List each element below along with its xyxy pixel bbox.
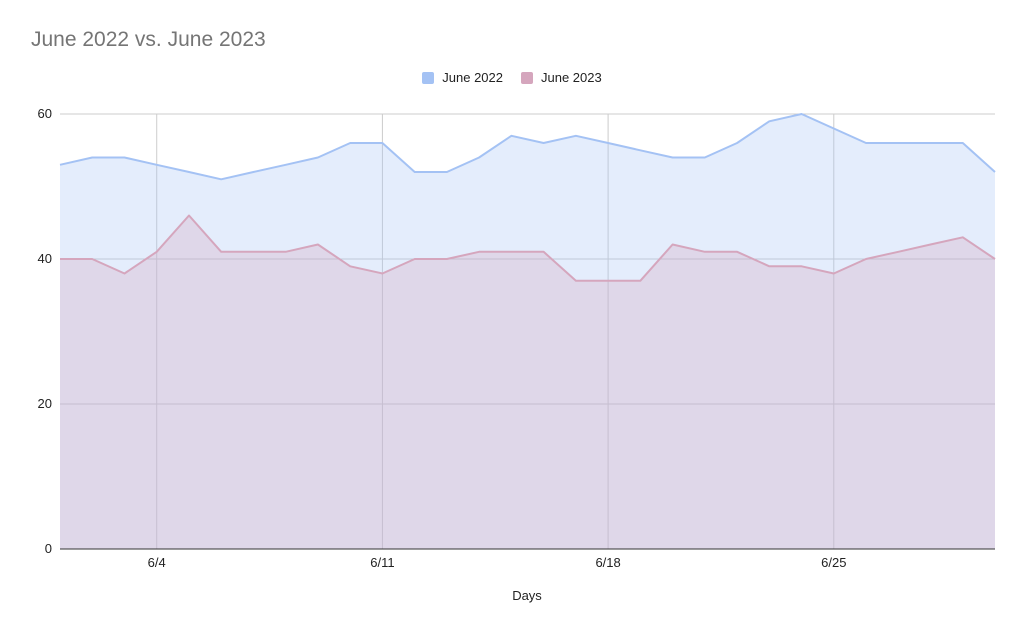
x-tick-label: 6/25 xyxy=(821,555,846,570)
legend-label-series-2: June 2023 xyxy=(541,70,602,85)
tick-labels: 0 20 40 60 6/4 6/11 6/18 6/25 xyxy=(38,106,847,570)
y-tick-label: 40 xyxy=(38,251,52,266)
series-2-line xyxy=(60,214,996,282)
legend-swatch-series-2 xyxy=(521,71,533,84)
series-1-line xyxy=(59,113,996,181)
legend-item-series-2: June 2023 xyxy=(521,70,602,85)
series-1-area xyxy=(60,114,995,549)
grid xyxy=(60,113,995,549)
x-tick-label: 6/11 xyxy=(370,555,394,570)
legend-label-series-1: June 2022 xyxy=(442,70,503,85)
y-tick-label: 20 xyxy=(38,396,52,411)
chart-title: June 2022 vs. June 2023 xyxy=(31,28,266,51)
y-tick-label: 60 xyxy=(38,106,52,121)
legend: June 2022 June 2023 xyxy=(0,70,1024,85)
series-areas xyxy=(59,113,996,549)
y-tick-label: 0 xyxy=(45,541,52,556)
legend-swatch-series-1 xyxy=(422,71,435,84)
series-2-area xyxy=(60,215,995,549)
x-axis-label: Days xyxy=(512,588,542,603)
legend-item-series-1: June 2022 xyxy=(422,70,503,85)
x-tick-label: 6/18 xyxy=(595,555,620,570)
x-tick-label: 6/4 xyxy=(148,555,166,570)
